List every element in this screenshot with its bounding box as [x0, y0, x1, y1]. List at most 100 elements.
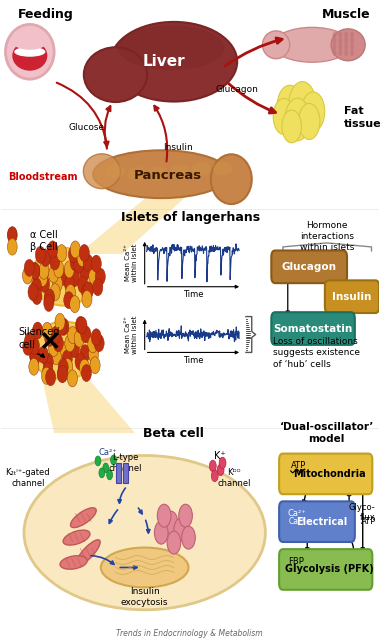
Circle shape	[29, 337, 40, 355]
Text: Hormone
interactions
within islets: Hormone interactions within islets	[300, 221, 354, 252]
Circle shape	[154, 521, 168, 544]
Text: Time: Time	[183, 290, 203, 299]
Circle shape	[350, 31, 354, 38]
FancyBboxPatch shape	[325, 280, 379, 313]
Text: Kᴰᴼ
channel: Kᴰᴼ channel	[217, 468, 251, 488]
Text: Liver: Liver	[143, 54, 186, 69]
Circle shape	[350, 44, 354, 50]
Circle shape	[79, 244, 89, 262]
Ellipse shape	[191, 162, 211, 176]
Circle shape	[81, 326, 91, 343]
Circle shape	[91, 255, 102, 272]
Text: Electrical: Electrical	[296, 516, 347, 527]
Text: Ca²⁺: Ca²⁺	[289, 517, 306, 526]
Text: Islets of langerhans: Islets of langerhans	[121, 211, 260, 223]
Text: K₂ₜᴵ⁺-gated
channel: K₂ₜᴵ⁺-gated channel	[5, 468, 50, 488]
Ellipse shape	[93, 150, 230, 198]
Circle shape	[70, 241, 81, 258]
Circle shape	[167, 531, 181, 554]
Circle shape	[70, 296, 80, 313]
Circle shape	[80, 345, 90, 362]
Circle shape	[59, 318, 69, 335]
Circle shape	[55, 314, 65, 330]
Circle shape	[301, 92, 325, 131]
Circle shape	[30, 263, 40, 280]
Ellipse shape	[127, 167, 147, 180]
Circle shape	[50, 284, 60, 301]
Circle shape	[333, 38, 336, 44]
Circle shape	[63, 358, 73, 376]
Circle shape	[89, 268, 99, 285]
Circle shape	[338, 31, 342, 38]
Ellipse shape	[149, 167, 168, 181]
Ellipse shape	[106, 164, 125, 178]
Circle shape	[57, 318, 67, 335]
Ellipse shape	[273, 28, 351, 62]
Ellipse shape	[84, 47, 147, 102]
Circle shape	[65, 275, 75, 292]
Text: Mean Ca²⁺
within islet: Mean Ca²⁺ within islet	[124, 316, 138, 354]
FancyBboxPatch shape	[279, 501, 355, 542]
Circle shape	[54, 261, 64, 278]
Circle shape	[58, 365, 68, 383]
Circle shape	[64, 292, 74, 308]
Circle shape	[64, 261, 74, 278]
Circle shape	[107, 470, 112, 480]
Circle shape	[338, 38, 342, 44]
Circle shape	[94, 335, 104, 352]
Circle shape	[77, 317, 87, 334]
Circle shape	[30, 349, 40, 365]
Ellipse shape	[110, 22, 237, 102]
Text: ATP: ATP	[361, 517, 376, 526]
Text: Insulin
exocytosis: Insulin exocytosis	[121, 588, 168, 607]
Circle shape	[81, 365, 91, 381]
Circle shape	[179, 504, 193, 527]
Circle shape	[344, 44, 348, 50]
FancyBboxPatch shape	[272, 312, 355, 345]
Circle shape	[83, 254, 93, 271]
Ellipse shape	[60, 556, 87, 569]
Ellipse shape	[70, 508, 96, 527]
Text: Mitochondria: Mitochondria	[293, 469, 366, 479]
Text: Bloodstream: Bloodstream	[9, 172, 78, 182]
Circle shape	[91, 329, 102, 346]
Circle shape	[37, 269, 47, 287]
Text: Time: Time	[183, 356, 203, 365]
Circle shape	[24, 259, 34, 276]
Circle shape	[49, 266, 59, 283]
Circle shape	[39, 262, 49, 279]
Circle shape	[70, 254, 80, 271]
Circle shape	[75, 316, 86, 333]
Ellipse shape	[211, 154, 252, 204]
Text: Trends in Endocrinology & Metabolism: Trends in Endocrinology & Metabolism	[116, 629, 263, 638]
Circle shape	[82, 291, 92, 308]
Polygon shape	[79, 197, 186, 254]
Ellipse shape	[76, 540, 100, 565]
Circle shape	[74, 330, 84, 347]
Circle shape	[217, 464, 224, 476]
Circle shape	[45, 330, 55, 346]
Circle shape	[90, 356, 100, 374]
Ellipse shape	[63, 530, 90, 545]
Circle shape	[65, 335, 75, 352]
Circle shape	[44, 294, 54, 312]
Circle shape	[209, 460, 216, 472]
Circle shape	[273, 99, 294, 134]
Bar	[116, 463, 121, 483]
Circle shape	[219, 457, 226, 468]
Circle shape	[7, 239, 17, 255]
Circle shape	[182, 526, 195, 549]
Ellipse shape	[14, 47, 46, 57]
Circle shape	[53, 335, 63, 352]
Circle shape	[7, 227, 17, 243]
Circle shape	[47, 241, 58, 258]
Text: ‘Dual-oscillator’
model: ‘Dual-oscillator’ model	[280, 422, 374, 444]
Circle shape	[350, 38, 354, 44]
Circle shape	[75, 353, 85, 370]
Circle shape	[35, 246, 46, 263]
Circle shape	[32, 287, 42, 305]
Circle shape	[157, 504, 171, 527]
Circle shape	[89, 340, 99, 356]
Circle shape	[333, 31, 336, 38]
Circle shape	[110, 455, 116, 465]
